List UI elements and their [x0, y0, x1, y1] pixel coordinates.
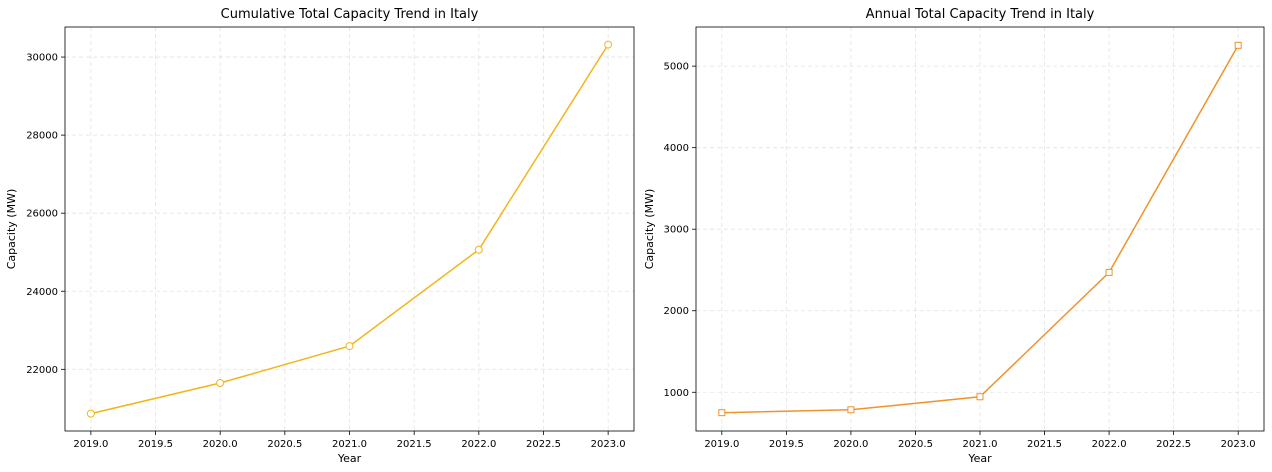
x-tick-label: 2022.0	[1092, 439, 1127, 450]
x-tick-label: 2021.0	[332, 439, 367, 450]
x-tick-label: 2020.0	[203, 439, 238, 450]
data-point	[718, 409, 726, 417]
y-tick-label: 5000	[664, 62, 689, 73]
x-axis-label: Year	[337, 452, 362, 465]
data-point	[474, 245, 483, 254]
x-tick-label: 2019.0	[704, 439, 739, 450]
x-tick-label: 2022.5	[1156, 439, 1191, 450]
y-tick-label: 22000	[26, 365, 58, 376]
data-point	[345, 342, 354, 351]
chart-title: Cumulative Total Capacity Trend in Italy	[221, 7, 479, 22]
plot-frame	[695, 26, 1265, 432]
y-tick-label: 3000	[664, 225, 689, 236]
series-layer	[718, 41, 1242, 417]
y-tick-label: 30000	[26, 53, 58, 64]
x-tick-label: 2020.5	[267, 439, 302, 450]
y-tick-label: 2000	[664, 306, 689, 317]
axis-ticks: 2019.0 2019.5 2020.0 2020.5 2021.0 2021.5 2022…	[26, 53, 625, 450]
series-layer	[86, 40, 613, 418]
y-tick-label: 4000	[664, 143, 689, 154]
data-point	[604, 40, 613, 49]
data-point	[1234, 41, 1242, 49]
data-point	[976, 393, 984, 401]
axis-ticks: 2019.0 2019.5 2020.0 2020.5 2021.0 2021.5 2022…	[664, 62, 1256, 450]
x-tick-label: 2019.0	[73, 439, 108, 450]
chart-title: Annual Total Capacity Trend in Italy	[866, 7, 1095, 22]
plot-frame	[64, 26, 635, 432]
x-tick-label: 2022.5	[526, 439, 561, 450]
x-tick-label: 2021.5	[1027, 439, 1062, 450]
grid	[696, 27, 1264, 431]
x-tick-label: 2020.0	[833, 439, 868, 450]
y-tick-label: 24000	[26, 287, 58, 298]
data-point	[86, 409, 95, 418]
y-tick-label: 28000	[26, 131, 58, 142]
x-tick-label: 2019.5	[769, 439, 804, 450]
data-point	[847, 406, 855, 414]
y-axis-label: Capacity (MW)	[5, 189, 18, 270]
y-tick-label: 1000	[664, 388, 689, 399]
data-point	[216, 378, 225, 387]
x-axis-label: Year	[967, 452, 992, 465]
x-tick-label: 2019.5	[138, 439, 173, 450]
y-tick-label: 26000	[26, 209, 58, 220]
x-tick-label: 2021.0	[963, 439, 998, 450]
x-tick-label: 2021.5	[397, 439, 432, 450]
x-tick-label: 2020.5	[898, 439, 933, 450]
y-axis-label: Capacity (MW)	[643, 189, 656, 270]
chart-panel-cumulative: Cumulative Total Capacity Trend in Italy…	[5, 7, 635, 465]
x-tick-label: 2022.0	[461, 439, 496, 450]
data-point	[1105, 268, 1113, 276]
x-tick-label: 2023.0	[591, 439, 626, 450]
chart-panel-annual: Annual Total Capacity Trend in Italy Yea…	[643, 7, 1265, 465]
grid	[65, 27, 634, 431]
x-tick-label: 2023.0	[1221, 439, 1256, 450]
